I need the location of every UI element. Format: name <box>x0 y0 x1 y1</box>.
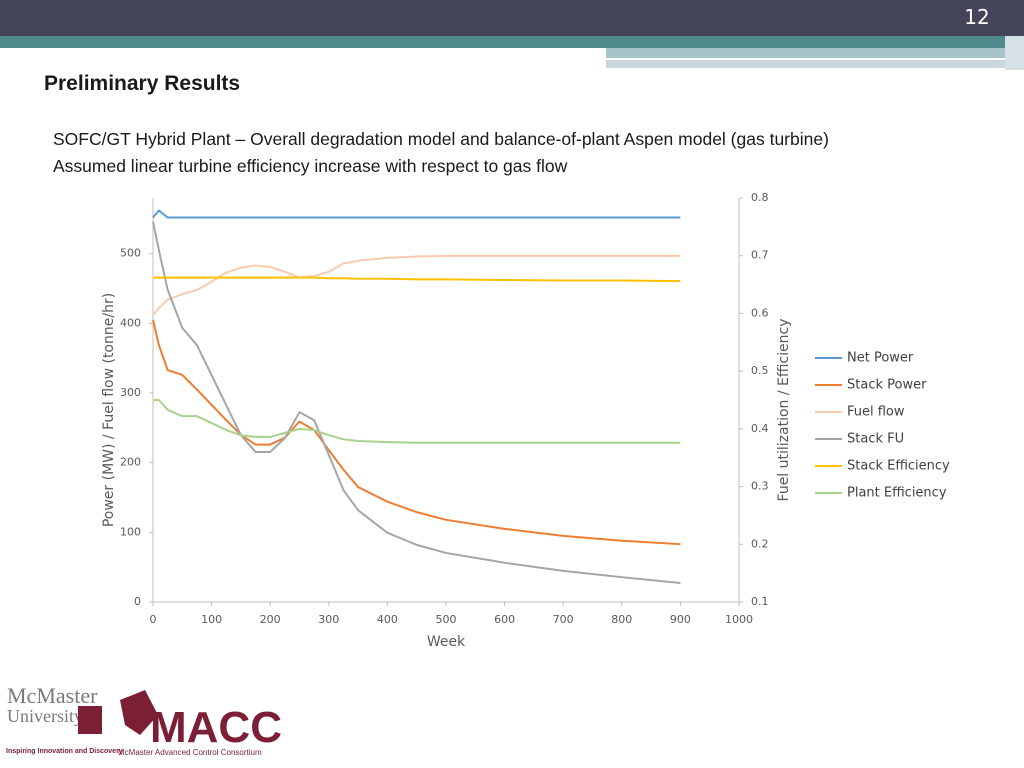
y2-tick-label: 0.6 <box>751 306 769 319</box>
series-line <box>152 254 681 316</box>
y2-tick-label: 0.7 <box>751 249 769 262</box>
chart: 0 100 200 300 400 500 0.1 0.2 0.3 0.4 0.5 0.6 0.7 0.8… <box>101 191 950 650</box>
y2-tick-label: 0.4 <box>751 422 769 435</box>
logo-crest <box>78 706 102 734</box>
subtitle: SOFC/GT Hybrid Plant – Overall degradati… <box>53 129 829 149</box>
logo-text: University <box>7 706 83 726</box>
subtitle: Assumed linear turbine efficiency increa… <box>53 156 568 176</box>
logo-mark <box>120 690 158 735</box>
x-tick-label: 1000 <box>725 613 753 626</box>
logo-text: McMaster Advanced Control Consortium <box>118 748 262 757</box>
legend-label: Plant Efficiency <box>847 486 947 501</box>
x-tick-label: 600 <box>494 613 515 626</box>
x-tick-label: 200 <box>260 613 281 626</box>
series-line <box>152 209 681 219</box>
slide-title: Preliminary Results <box>44 72 240 95</box>
series-line <box>153 399 681 444</box>
x-tick-label: 900 <box>670 613 691 626</box>
y2-tick-label: 0.3 <box>751 480 769 493</box>
series-line <box>153 276 681 283</box>
series-line <box>152 221 681 584</box>
legend-label: Stack Efficiency <box>847 459 950 474</box>
header-stripe <box>1005 36 1024 70</box>
y2-tick-label: 0.8 <box>751 191 769 204</box>
x-axis-label: Week <box>427 634 466 650</box>
legend-label: Stack FU <box>847 432 904 447</box>
logo-text: MACC <box>150 703 282 752</box>
legend-label: Net Power <box>847 351 914 366</box>
y2-axis-label: Fuel utilization / Efficiency <box>776 319 792 502</box>
y-tick-label: 300 <box>120 386 141 399</box>
x-tick-label: 100 <box>201 613 222 626</box>
y2-tick-label: 0.5 <box>751 364 769 377</box>
x-tick-label: 0 <box>150 613 157 626</box>
x-tick-label: 800 <box>611 613 632 626</box>
y-tick-label: 100 <box>120 525 141 538</box>
y-axis-label: Power (MW) / Fuel flow (tonne/hr) <box>101 293 117 527</box>
header-stripe <box>606 60 1024 68</box>
series-line <box>152 319 681 546</box>
y2-tick-label: 0.1 <box>751 595 769 608</box>
legend-label: Fuel flow <box>847 405 905 420</box>
y-tick-label: 500 <box>120 247 141 260</box>
header-stripe <box>0 36 1024 48</box>
logo-text: Inspiring Innovation and Discovery <box>6 748 123 755</box>
y-tick-label: 0 <box>134 595 141 608</box>
x-tick-label: 300 <box>318 613 339 626</box>
header-stripe <box>606 48 1024 58</box>
y-tick-label: 400 <box>120 316 141 329</box>
x-tick-label: 400 <box>377 613 398 626</box>
x-tick-label: 700 <box>553 613 574 626</box>
y2-tick-label: 0.2 <box>751 537 769 550</box>
slide-number: 12 <box>964 5 989 29</box>
x-tick-label: 500 <box>436 613 457 626</box>
header-bar <box>0 0 1024 36</box>
y-tick-label: 200 <box>120 456 141 469</box>
legend-label: Stack Power <box>847 378 927 393</box>
logo-text: McMaster <box>7 683 98 708</box>
